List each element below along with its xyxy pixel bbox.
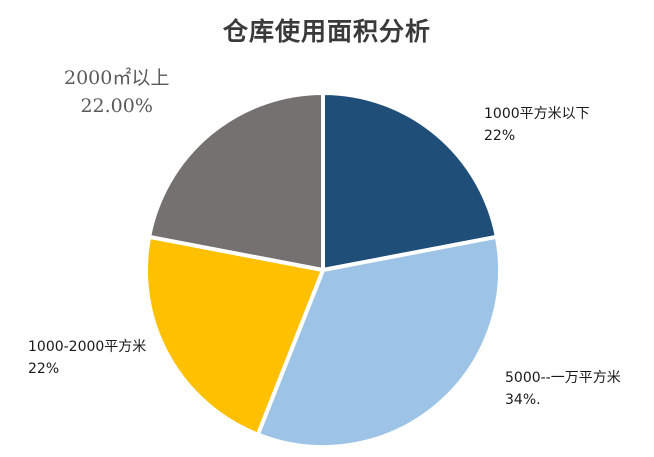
- slice-name: 1000平方米以下: [484, 106, 590, 122]
- slice-label-over-2000: 2000㎡以上 22.00%: [64, 64, 169, 120]
- slice-label-5000-10000: 5000--一万平方米 34%.: [505, 367, 621, 411]
- pie-slice-over-2000: [147, 91, 325, 272]
- slice-name: 2000㎡以上: [64, 67, 170, 89]
- pie-slice-under-1000: [321, 91, 499, 272]
- chart-title: 仓库使用面积分析: [222, 17, 431, 46]
- slice-value: 22%: [484, 128, 516, 144]
- slice-label-1000-2000: 1000-2000平方米 22%: [28, 336, 146, 380]
- slice-name: 5000--一万平方米: [505, 370, 621, 386]
- slice-value: 34%.: [505, 392, 541, 408]
- slice-label-under-1000: 1000平方米以下 22%: [484, 103, 590, 147]
- slice-value: 22.00%: [80, 95, 153, 117]
- slice-value: 22%: [28, 361, 60, 377]
- pie-slice-1000-2000: [144, 234, 325, 437]
- slice-name: 1000-2000平方米: [28, 339, 147, 355]
- pie-slice-5000-10000: [255, 234, 502, 449]
